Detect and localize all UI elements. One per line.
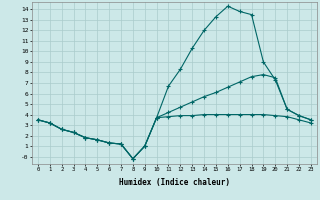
X-axis label: Humidex (Indice chaleur): Humidex (Indice chaleur) [119,178,230,187]
